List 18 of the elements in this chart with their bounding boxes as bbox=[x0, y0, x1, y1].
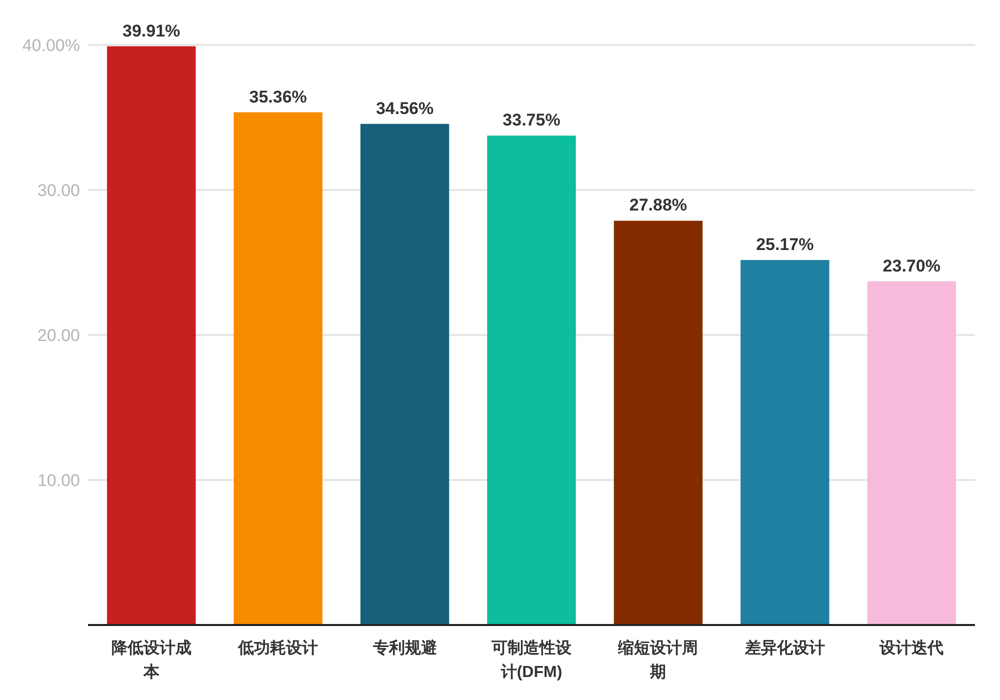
x-tick-label: 降低设计成本 bbox=[111, 639, 192, 681]
data-label: 23.70% bbox=[882, 256, 940, 276]
y-tick-label: 20.00 bbox=[37, 326, 80, 345]
x-tick-label: 差异化设计 bbox=[744, 639, 825, 657]
data-label: 27.88% bbox=[629, 196, 688, 215]
x-tick-label: 专利规避 bbox=[372, 639, 437, 657]
y-tick-label: 10.00 bbox=[37, 471, 80, 490]
data-label: 34.56% bbox=[376, 98, 434, 118]
x-tick-label: 低功耗设计 bbox=[237, 639, 318, 657]
x-tick-label: 可制造性设计(DFM) bbox=[490, 639, 572, 681]
y-tick-label: 30.00 bbox=[37, 181, 80, 200]
data-label: 25.17% bbox=[756, 235, 814, 254]
y-tick-label: 40.00% bbox=[22, 36, 80, 55]
x-tick-label: 设计迭代 bbox=[878, 639, 944, 657]
data-label: 39.91% bbox=[122, 21, 180, 40]
data-label: 33.75% bbox=[502, 110, 560, 130]
data-label: 35.36% bbox=[249, 87, 307, 106]
x-tick-label: 缩短设计周期 bbox=[617, 639, 698, 681]
